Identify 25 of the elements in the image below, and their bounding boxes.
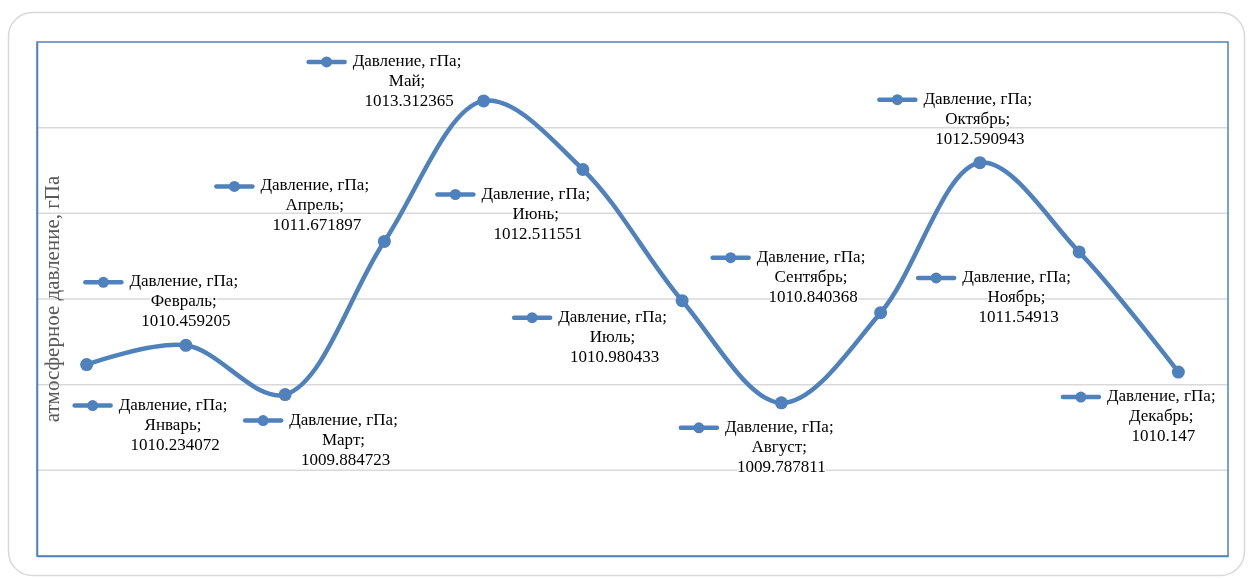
data-label: Давление, гПа; Ноябрь; 1011.54913: [962, 266, 1076, 326]
point: [973, 156, 987, 170]
data-label: Давление, гПа; Январь; 1010.234072: [118, 394, 232, 454]
data-label: Давление, гПа; Июнь; 1012.511551: [481, 183, 595, 243]
point: [1072, 245, 1086, 259]
y-axis-title: атмосферное давление, гПа: [40, 174, 64, 423]
data-label: Давление, гПа; Июль; 1010.980433: [558, 306, 672, 366]
point: [874, 306, 888, 320]
point: [278, 388, 292, 402]
data-label: Давление, гПа; Апрель; 1011.671897: [260, 175, 374, 235]
point: [1171, 365, 1185, 379]
data-label: Давление, гПа; Август; 1009.787811: [724, 416, 838, 476]
point: [80, 358, 94, 372]
point: [179, 338, 193, 352]
data-label: Давление, гПа; Март; 1009.884723: [289, 409, 403, 469]
data-label: Давление, гПа; Октябрь; 1012.590943: [923, 88, 1037, 148]
point: [377, 234, 391, 248]
data-label: Давление, гПа; Сентябрь; 1010.840368: [756, 246, 870, 306]
point: [576, 163, 590, 177]
data-label: Давление, гПа; Февраль; 1010.459205: [129, 271, 243, 331]
point: [675, 294, 689, 308]
data-label: Давление, гПа; Декабрь; 1010.147: [1106, 386, 1220, 446]
point: [477, 94, 491, 108]
data-label: Давление, гПа; Май; 1013.312365: [352, 50, 466, 110]
point: [774, 396, 788, 410]
